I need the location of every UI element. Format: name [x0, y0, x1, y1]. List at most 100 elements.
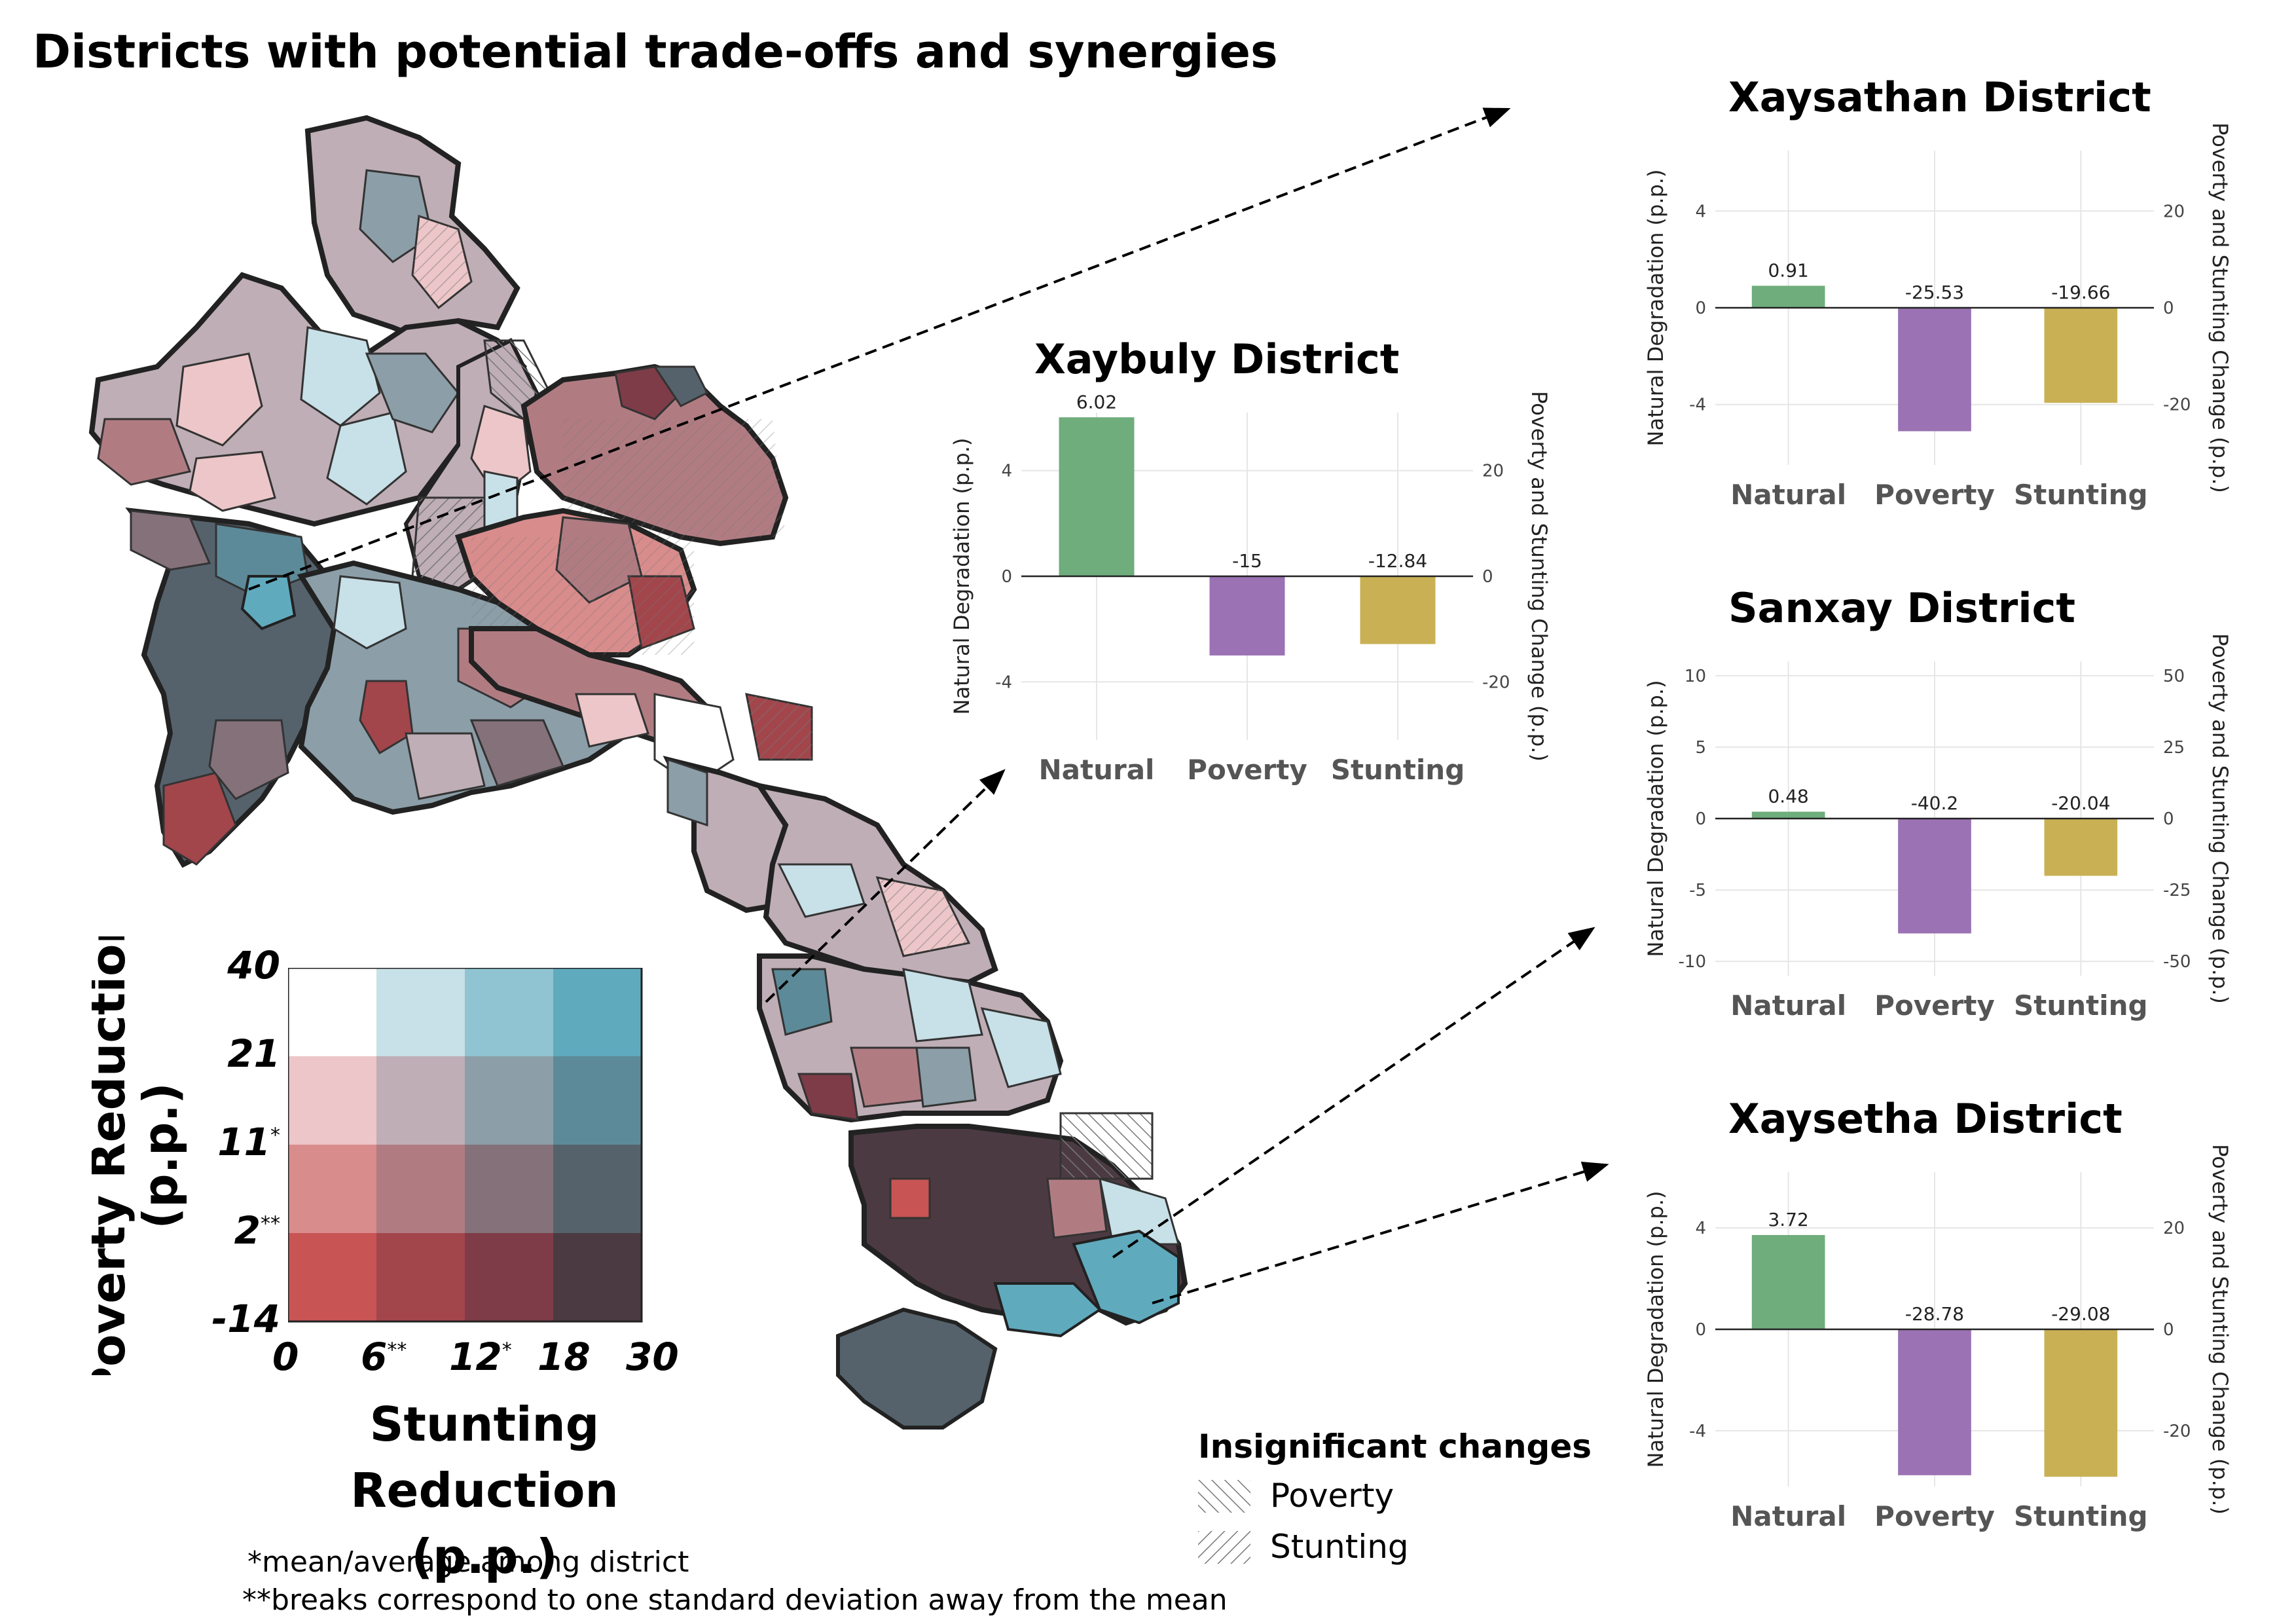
chart-data-label: 0.91 — [1768, 259, 1808, 281]
chart-y2tick: 0 — [1482, 567, 1493, 587]
legend-cell-0-2 — [465, 968, 553, 1056]
chart-ylabel: Natural Degradation (p.p.) — [1643, 680, 1668, 957]
legend-x-tick: 30 — [626, 1335, 679, 1379]
chart-category-label: Natural — [1730, 479, 1846, 511]
chart-title: Xaysetha District — [1728, 1095, 2123, 1143]
insignificant-stunting-swatch — [1198, 1531, 1250, 1564]
map-region-nw-e — [189, 451, 276, 512]
map-region-west-c — [162, 771, 237, 866]
map-region-cs-f — [915, 1046, 977, 1108]
legend-cell-3-2 — [465, 1233, 553, 1321]
chart-category-label: Natural — [1730, 989, 1846, 1022]
map-region-kh-a — [666, 758, 708, 827]
chart-category-label: Natural — [1730, 1500, 1846, 1532]
map-region-sanxay — [993, 1282, 1102, 1338]
map-region-boli-pink — [575, 693, 649, 748]
legend-y-tick: 11* — [217, 1120, 280, 1164]
chart-bar — [1898, 1329, 1971, 1475]
chart-data-label: 3.72 — [1768, 1209, 1808, 1230]
chart-data-label: -25.53 — [1905, 282, 1964, 303]
legend-x-tick: 18 — [538, 1335, 591, 1379]
map-region-ne-b — [653, 365, 709, 407]
legend-x-tick-label: 30 — [626, 1335, 679, 1379]
legend-cell-3-3 — [553, 1233, 642, 1321]
map-region-central-b — [359, 680, 414, 755]
chart-ytick: 4 — [1695, 202, 1706, 221]
map-region-cs-b — [902, 968, 983, 1043]
legend-y-label-line1: Poverty Reduction — [92, 936, 136, 1375]
chart-y2tick: 50 — [2163, 667, 2185, 686]
chart-ytick: 0 — [1695, 809, 1706, 829]
chart-category-label: Poverty — [1874, 989, 1995, 1022]
legend-cell-1-2 — [465, 1056, 553, 1145]
legend-y-tick-label: 2 — [234, 1208, 261, 1253]
chart-ytick: 0 — [1001, 567, 1012, 587]
chart-y2tick: 20 — [1482, 462, 1504, 481]
legend-cell-2-0 — [288, 1145, 376, 1233]
map-region-sv-c — [877, 877, 969, 956]
chart-y2tick: -25 — [2163, 881, 2191, 900]
legend-cell-0-3 — [553, 968, 642, 1056]
chart-ytick: -10 — [1679, 952, 1706, 972]
legend-cell-2-2 — [465, 1145, 553, 1233]
legend-x-tick-mark: * — [501, 1338, 512, 1362]
chart-category-label: Poverty — [1187, 754, 1307, 786]
legend-x-tick-label: 0 — [272, 1335, 299, 1379]
legend-cell-3-1 — [376, 1233, 465, 1321]
chart-ytick: -4 — [995, 673, 1012, 692]
legend-cell-1-0 — [288, 1056, 376, 1145]
legend-x-tick-label: 12 — [449, 1335, 502, 1379]
legend-y-label: Poverty Reduction (p.p.) — [81, 910, 196, 1401]
chart-ytick: -5 — [1689, 881, 1706, 900]
chart-bar — [2044, 1329, 2118, 1477]
arrow-xaysathan — [248, 107, 1511, 591]
legend-y-tick-label: 11 — [217, 1120, 270, 1164]
legend-y-tick: -14 — [211, 1297, 280, 1341]
legend-y-tick-label: -14 — [211, 1297, 280, 1341]
chart-y2tick: 20 — [2163, 1219, 2185, 1238]
chart-y2label: Poverty and Stunting Change (p.p.) — [2208, 633, 2232, 1004]
chart-ytick: 4 — [1695, 1219, 1706, 1238]
chart-bar — [1360, 576, 1436, 644]
legend-x-label-line1: Stunting Reduction — [350, 1397, 619, 1518]
chart-y2tick: 20 — [2163, 202, 2185, 221]
chart-y2label: Poverty and Stunting Change (p.p.) — [2208, 122, 2232, 493]
chart-data-label: 6.02 — [1076, 391, 1117, 413]
legend-cell-3-0 — [288, 1233, 376, 1321]
map-region-west-d — [208, 719, 289, 800]
chart-y2tick: -20 — [2163, 1422, 2191, 1441]
map-region-s-pink — [1046, 1177, 1108, 1239]
legend-cell-0-1 — [376, 968, 465, 1056]
legend-cell-2-3 — [553, 1145, 642, 1233]
legend-x-label: Stunting Reduction (p.p.) — [236, 1392, 733, 1589]
legend-y-tick: 40 — [227, 943, 280, 987]
map-region-s-light — [1099, 1177, 1180, 1246]
chart-category-label: Stunting — [2014, 989, 2148, 1022]
map-region-nw-d — [97, 418, 192, 486]
chart-xaybuly: Xaybuly District -4 0 4 -20 0 20 6.02 Natural -15… — [949, 335, 1552, 786]
map-region-s-red — [889, 1177, 931, 1219]
chart-bar — [2044, 308, 2118, 403]
chart-bar — [1751, 811, 1825, 819]
map-region-nw-f — [365, 352, 460, 434]
chart-title: Sanxay District — [1728, 584, 2075, 632]
map-region-nw-c — [326, 411, 407, 506]
legend-x-tick-label: 18 — [538, 1335, 591, 1379]
legend-y-tick: 2** — [234, 1208, 280, 1253]
map-region-boli-hatch2 — [746, 694, 812, 760]
chart-data-label: -29.08 — [2051, 1303, 2110, 1325]
legend-x-tick: 6** — [361, 1335, 407, 1379]
chart-y2label: Poverty and Stunting Change (p.p.) — [1527, 391, 1552, 762]
chart-y2tick: 25 — [2163, 738, 2185, 758]
chart-ylabel: Natural Degradation (p.p.) — [1643, 1191, 1668, 1468]
chart-category-label: Stunting — [2014, 1500, 2148, 1532]
legend-cell-0-0 — [288, 968, 376, 1056]
map-region-cs-d — [797, 1073, 859, 1121]
chart-ylabel: Natural Degradation (p.p.) — [1643, 170, 1668, 447]
chart-category-label: Natural — [1039, 754, 1155, 786]
legend-cell-1-1 — [376, 1056, 465, 1145]
legend-x-label-line2: (p.p.) — [411, 1528, 558, 1584]
page-title: Districts with potential trade-offs and … — [33, 25, 1278, 79]
map-region-north-a — [359, 169, 433, 263]
